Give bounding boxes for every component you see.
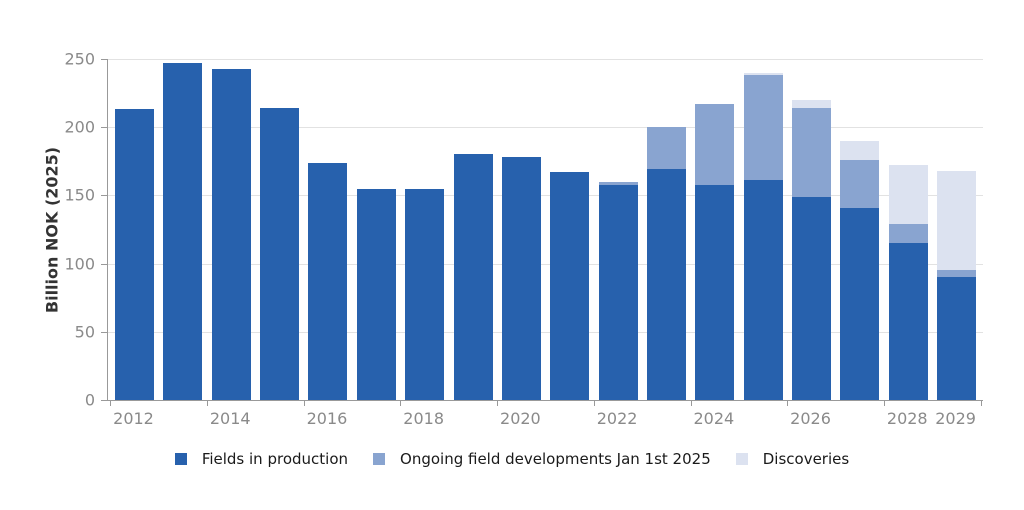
x-tick-label-2014: 2014	[209, 409, 251, 428]
x-tick-label-2012: 2012	[113, 409, 154, 428]
legend-swatch-icon	[174, 453, 187, 465]
bar-2029-fields-in	[937, 277, 977, 400]
plot-area	[101, 59, 983, 406]
bar-2022-fields-in	[598, 184, 638, 400]
bar-2018-fields-in	[405, 188, 445, 400]
bar-2029-ongoing-field	[937, 270, 977, 278]
bar-2015-fields-in	[260, 108, 300, 400]
legend-swatch-icon	[735, 453, 748, 465]
x-tick-8	[497, 400, 499, 406]
bar-2023-fields-in	[646, 169, 686, 400]
x-tick-label-2026: 2026	[790, 409, 831, 428]
x-tick-label-2028: 2028	[886, 409, 928, 428]
y-tick-50	[101, 331, 107, 333]
y-tick-0	[101, 400, 107, 401]
legend-label: Fields in production	[201, 450, 349, 468]
x-tick-18	[980, 400, 982, 406]
gridline-100	[108, 263, 983, 265]
bar-2024-fields-in	[695, 184, 735, 400]
bar-2027-ongoing-field	[840, 159, 880, 208]
x-tick-16	[884, 400, 886, 406]
legend-item-discoveries: Discoveries	[735, 450, 850, 468]
bar-2020-fields-in	[501, 157, 541, 400]
y-tick-150	[101, 195, 107, 197]
bar-2027-fields-in	[840, 207, 880, 400]
x-tick-label-2029: 2029	[935, 409, 976, 428]
y-tick-250	[101, 59, 107, 60]
x-tick-label-2016: 2016	[306, 409, 348, 428]
y-tick-100	[101, 263, 107, 265]
legend-item-fields-in-production: Fields in production	[174, 450, 349, 468]
x-tick-4	[303, 400, 305, 406]
legend-label: Discoveries	[762, 450, 850, 468]
bar-2025-discoveries	[743, 72, 783, 76]
bar-2029-discoveries	[937, 170, 977, 271]
bar-2026-ongoing-field	[792, 108, 832, 197]
x-tick-label-2020: 2020	[500, 409, 541, 428]
gridline-150	[108, 195, 983, 197]
bar-2026-discoveries	[792, 99, 832, 109]
x-tick-10	[593, 400, 595, 406]
x-tick-0	[110, 400, 112, 406]
x-tick-label-2018: 2018	[403, 409, 445, 428]
bar-2025-fields-in	[743, 180, 783, 400]
x-tick-label-2022: 2022	[596, 409, 638, 428]
bar-2028-ongoing-field	[888, 224, 928, 244]
bar-2024-ongoing-field	[695, 104, 735, 185]
x-tick-14	[787, 400, 789, 406]
bar-2028-fields-in	[888, 243, 928, 400]
x-tick-2	[207, 400, 209, 406]
y-tick-label-250: 250	[64, 49, 95, 69]
bar-2027-discoveries	[840, 140, 880, 160]
y-tick-label-100: 100	[64, 254, 95, 274]
gridline-200	[108, 127, 983, 129]
y-tick-label-200: 200	[64, 117, 95, 137]
legend-swatch-icon	[373, 453, 386, 465]
legend-label: Ongoing field developments Jan 1st 2025	[400, 450, 711, 468]
legend: Fields in production Ongoing field develo…	[0, 446, 1024, 472]
bar-2019-fields-in	[453, 154, 493, 400]
gridline-50	[108, 331, 983, 333]
gridline-250	[108, 59, 983, 60]
bar-2025-ongoing-field	[743, 75, 783, 181]
bar-2021-fields-in	[550, 172, 590, 400]
bar-2017-fields-in	[356, 188, 396, 400]
bar-2026-fields-in	[792, 196, 832, 400]
bar-2023-ongoing-field	[646, 127, 686, 170]
bar-2014-fields-in	[211, 68, 251, 400]
bar-2016-fields-in	[308, 162, 348, 400]
bar-2022-ongoing-field	[598, 181, 638, 185]
x-tick-12	[690, 400, 692, 406]
y-tick-label-0: 0	[84, 390, 95, 410]
x-tick-6	[400, 400, 402, 406]
bar-2012-fields-in	[115, 109, 154, 400]
y-tick-200	[101, 127, 107, 129]
y-tick-label-150: 150	[64, 185, 95, 205]
legend-item-ongoing-developments: Ongoing field developments Jan 1st 2025	[373, 450, 711, 468]
x-tick-label-2024: 2024	[693, 409, 735, 428]
bar-2013-fields-in	[163, 63, 203, 400]
y-tick-label-50: 50	[74, 322, 95, 342]
y-axis-title: Billion NOK (2025)	[42, 146, 62, 314]
bar-2028-discoveries	[888, 165, 928, 225]
